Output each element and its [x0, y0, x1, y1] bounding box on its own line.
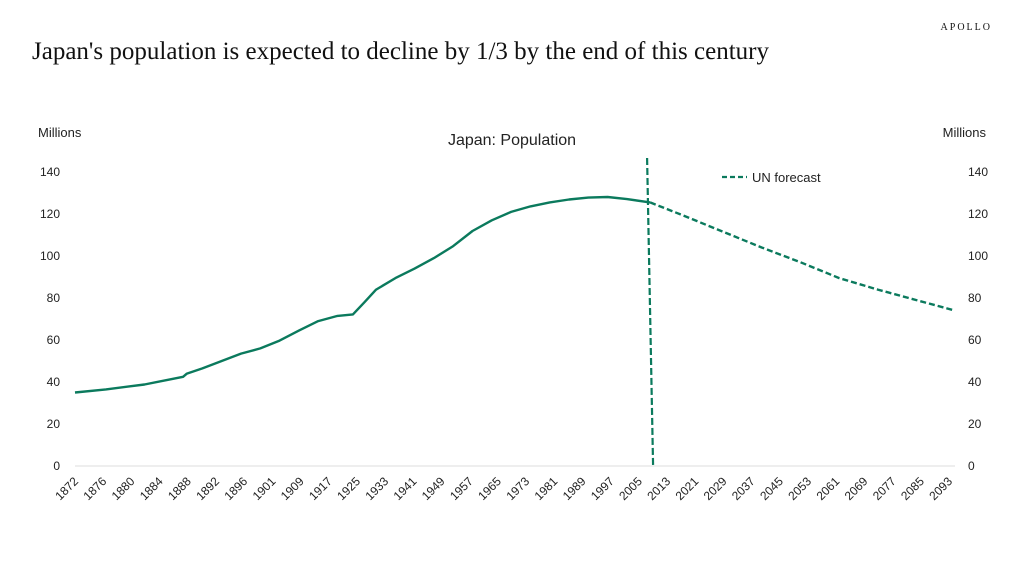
- y-tick-left: 40: [47, 375, 61, 389]
- x-tick-label: 1973: [503, 474, 532, 503]
- x-tick-label: 2061: [814, 474, 843, 503]
- y-axis-label-left: Millions: [38, 125, 82, 140]
- forecast-divider-line: [645, 157, 655, 467]
- x-tick-label: 2093: [926, 474, 955, 503]
- y-ticks-left: 0 20 40 60 80 100 120 140: [40, 165, 60, 473]
- y-tick-left: 100: [40, 249, 60, 263]
- y-tick-right: 140: [968, 165, 988, 179]
- x-tick-label: 1901: [250, 474, 279, 503]
- x-tick-label: 1876: [81, 474, 110, 503]
- x-tick-label: 1884: [137, 474, 166, 503]
- x-tick-label: 1933: [362, 474, 391, 503]
- x-tick-label: 1941: [391, 474, 420, 503]
- x-tick-label: 1989: [560, 474, 589, 503]
- series-layer: [74, 157, 956, 467]
- x-tick-label: 2053: [785, 474, 814, 503]
- x-tick-label: 2085: [898, 474, 927, 503]
- y-tick-right: 60: [968, 333, 982, 347]
- brand-logo: APOLLO: [940, 22, 992, 33]
- y-tick-left: 0: [53, 459, 60, 473]
- x-tick-label: 1957: [447, 474, 476, 503]
- x-tick-label: 1888: [165, 474, 194, 503]
- x-tick-label: 2005: [616, 474, 645, 503]
- x-tick-label: 2037: [729, 474, 758, 503]
- y-tick-left: 60: [47, 333, 61, 347]
- y-tick-right: 40: [968, 375, 982, 389]
- y-tick-left: 120: [40, 207, 60, 221]
- x-tick-label: 1892: [193, 474, 222, 503]
- y-tick-right: 100: [968, 249, 988, 263]
- x-tick-label: 1872: [52, 474, 81, 503]
- legend: UN forecast: [722, 170, 821, 185]
- x-tick-label: 2069: [842, 474, 871, 503]
- y-tick-left: 20: [47, 417, 61, 431]
- x-tick-label: 1880: [109, 474, 138, 503]
- y-tick-right: 20: [968, 417, 982, 431]
- x-tick-label: 2045: [757, 474, 786, 503]
- x-tick-label: 2029: [701, 474, 730, 503]
- x-tick-label: 1917: [306, 474, 335, 503]
- y-axis-label-right: Millions: [943, 125, 987, 140]
- x-tick-label: 1925: [334, 474, 363, 503]
- x-tick-label: 1965: [475, 474, 504, 503]
- y-ticks-right: 0 20 40 60 80 100 120 140: [968, 165, 988, 473]
- x-tick-label: 2021: [673, 474, 702, 503]
- y-tick-left: 140: [40, 165, 60, 179]
- y-tick-left: 80: [47, 291, 61, 305]
- x-ticks: 1872 1876 1880 1884 1888 1892 1896 1901 1909 1917…: [52, 474, 955, 503]
- y-tick-right: 120: [968, 207, 988, 221]
- x-tick-label: 1949: [419, 474, 448, 503]
- legend-label-forecast: UN forecast: [752, 170, 821, 185]
- y-tick-right: 80: [968, 291, 982, 305]
- x-tick-label: 2077: [870, 474, 899, 503]
- x-tick-label: 1896: [222, 474, 251, 503]
- headline: Japan's population is expected to declin…: [32, 38, 769, 65]
- series-line-actual: [74, 195, 651, 394]
- y-tick-right: 0: [968, 459, 975, 473]
- chart-title: Japan: Population: [448, 132, 576, 149]
- series-line-forecast: [649, 201, 956, 312]
- x-tick-label: 2013: [644, 474, 673, 503]
- x-tick-label: 1997: [588, 474, 617, 503]
- x-tick-label: 1981: [532, 474, 561, 503]
- x-tick-label: 1909: [278, 474, 307, 503]
